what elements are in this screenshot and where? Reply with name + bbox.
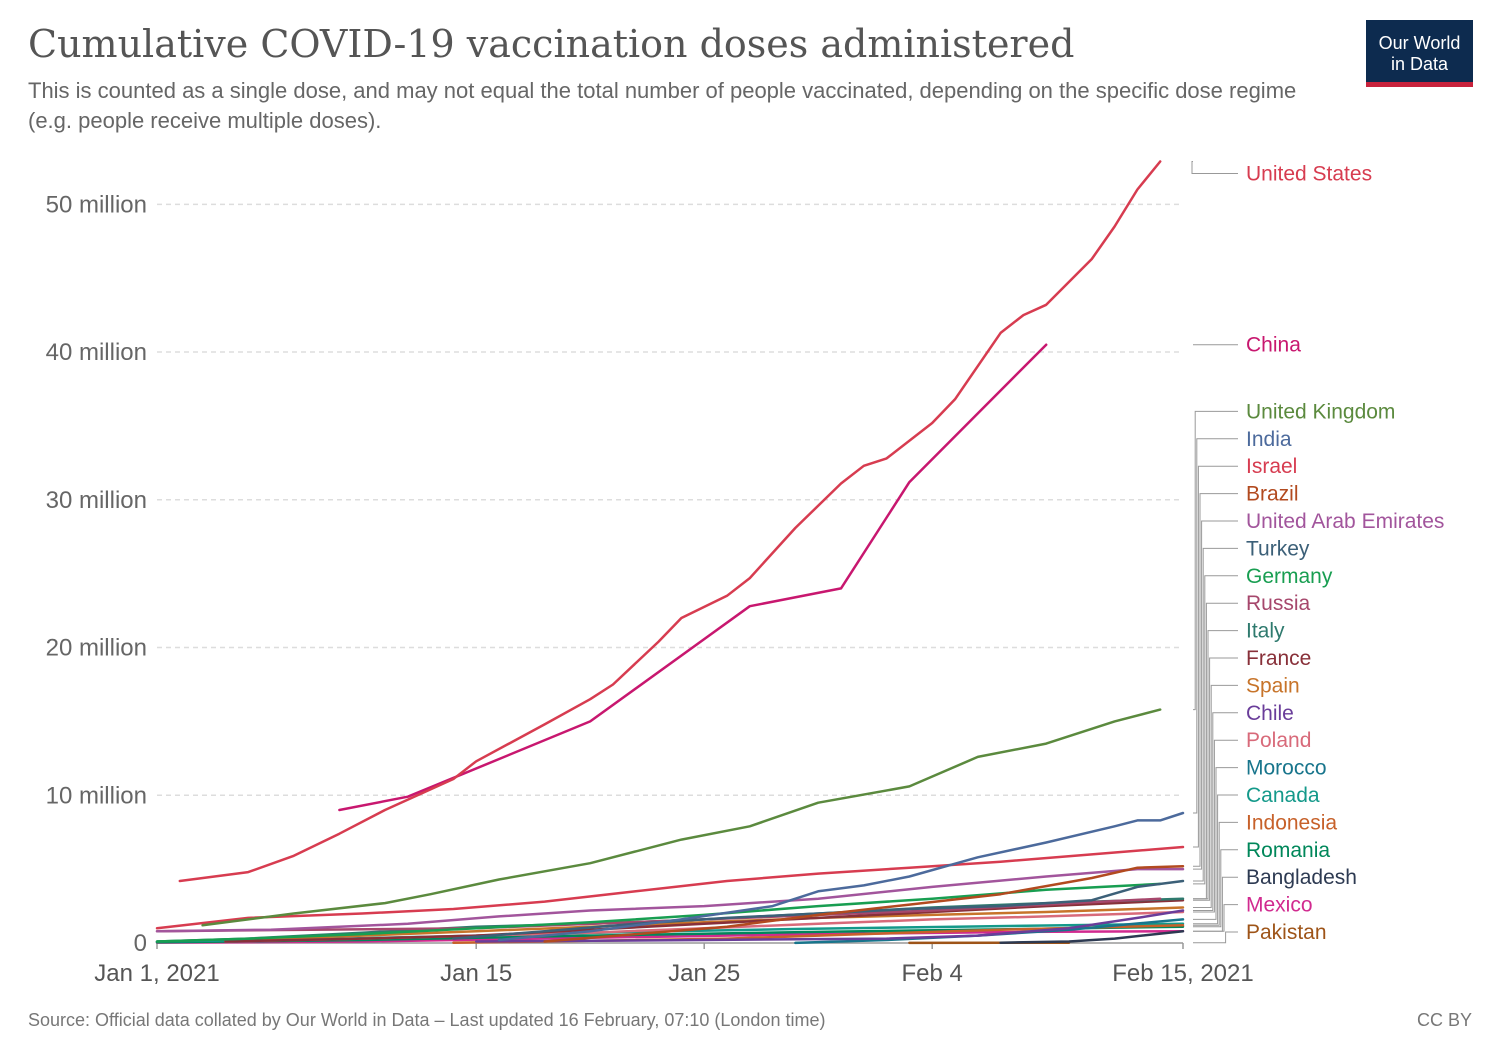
- legend-label-turkey[interactable]: Turkey: [1246, 537, 1310, 560]
- y-tick-label: 10 million: [46, 782, 147, 809]
- legend-label-israel[interactable]: Israel: [1246, 455, 1297, 478]
- legend-label-mexico[interactable]: Mexico: [1246, 894, 1313, 917]
- legend-label-pakistan[interactable]: Pakistan: [1246, 921, 1327, 944]
- legend-label-chile[interactable]: Chile: [1246, 702, 1294, 725]
- legend-connector-germany: [1193, 575, 1238, 885]
- legend: United States China United Kingdom India Isr…: [1246, 162, 1444, 944]
- legend-label-indonesia[interactable]: Indonesia: [1246, 811, 1337, 834]
- legend-connectors: [1191, 161, 1238, 944]
- logo-line-2: in Data: [1390, 54, 1449, 74]
- x-tick-label: Jan 15: [440, 960, 512, 987]
- series-line-turkey[interactable]: [452, 879, 1185, 940]
- legend-connector-italy: [1193, 630, 1238, 900]
- legend-label-united-arab-emirates[interactable]: United Arab Emirates: [1246, 510, 1444, 533]
- legend-label-brazil[interactable]: Brazil: [1246, 483, 1299, 506]
- legend-label-russia[interactable]: Russia: [1246, 592, 1311, 615]
- series-line-spain[interactable]: [224, 906, 1185, 942]
- legend-label-spain[interactable]: Spain: [1246, 674, 1300, 697]
- legend-connector-pakistan: [1193, 931, 1238, 944]
- legend-connector-mexico: [1193, 904, 1238, 932]
- series-line-israel[interactable]: [155, 845, 1185, 930]
- legend-label-united-states[interactable]: United States: [1246, 162, 1372, 185]
- source-note: Source: Official data collated by Our Wo…: [28, 1010, 826, 1030]
- legend-connector-france: [1193, 657, 1238, 901]
- x-tick-label: Feb 15, 2021: [1112, 960, 1253, 987]
- legend-connector-poland: [1193, 739, 1238, 913]
- legend-connector-united-states: [1191, 161, 1238, 174]
- y-tick-label: 0: [134, 930, 147, 957]
- series-line-bangladesh[interactable]: [999, 929, 1185, 944]
- series-line-chile[interactable]: [474, 909, 1185, 943]
- legend-label-india[interactable]: India: [1246, 428, 1292, 451]
- legend-label-germany[interactable]: Germany: [1246, 565, 1333, 588]
- y-axis-ticks: 0 10 million 20 million 30 million 40 millio…: [46, 191, 147, 957]
- chart-subtitle: This is counted as a single dose, and ma…: [28, 78, 1297, 133]
- y-tick-label: 30 million: [46, 487, 147, 514]
- chart-title: Cumulative COVID-19 vaccination doses ad…: [28, 22, 1075, 66]
- legend-connector-brazil: [1193, 493, 1238, 867]
- series-line-united-kingdom[interactable]: [201, 708, 1162, 927]
- x-tick-label: Feb 4: [902, 960, 963, 987]
- legend-label-morocco[interactable]: Morocco: [1246, 757, 1327, 780]
- legend-connector-canada: [1193, 794, 1238, 925]
- y-tick-label: 20 million: [46, 635, 147, 662]
- legend-connector-israel: [1193, 465, 1238, 848]
- y-tick-label: 50 million: [46, 191, 147, 218]
- x-axis-ticks: Jan 1, 2021 Jan 15 Jan 25 Feb 4 Feb 15, 2021: [94, 943, 1254, 987]
- legend-connector-indonesia: [1193, 821, 1238, 926]
- legend-connector-morocco: [1193, 767, 1238, 920]
- legend-label-romania[interactable]: Romania: [1246, 839, 1330, 862]
- series-line-france[interactable]: [224, 898, 1185, 943]
- series-line-china[interactable]: [338, 343, 1048, 812]
- legend-connector-united-kingdom: [1193, 410, 1238, 711]
- legend-label-poland[interactable]: Poland: [1246, 729, 1311, 752]
- series-line-united-arab-emirates[interactable]: [155, 867, 1185, 933]
- legend-connector-spain: [1193, 684, 1238, 908]
- gridlines: [157, 203, 1183, 944]
- legend-label-canada[interactable]: Canada: [1246, 784, 1320, 807]
- series-line-united-states[interactable]: [178, 160, 1162, 883]
- legend-label-china[interactable]: China: [1246, 334, 1301, 357]
- legend-label-france[interactable]: France: [1246, 647, 1311, 670]
- x-tick-label: Jan 25: [668, 960, 740, 987]
- y-tick-label: 40 million: [46, 339, 147, 366]
- legend-connector-india: [1193, 438, 1238, 814]
- legend-connector-turkey: [1193, 547, 1238, 882]
- legend-label-united-kingdom[interactable]: United Kingdom: [1246, 400, 1395, 423]
- series-line-india[interactable]: [497, 811, 1185, 942]
- x-tick-label: Jan 1, 2021: [94, 960, 219, 987]
- series-lines: [155, 160, 1185, 945]
- logo-line-1: Our World: [1378, 33, 1461, 53]
- legend-connector-chile: [1193, 712, 1238, 911]
- series-line-brazil[interactable]: [543, 864, 1185, 943]
- license-link[interactable]: CC BY: [1416, 1010, 1472, 1030]
- legend-label-bangladesh[interactable]: Bangladesh: [1246, 866, 1357, 889]
- legend-connector-united-arab-emirates: [1193, 520, 1238, 870]
- legend-connector-romania: [1193, 849, 1238, 928]
- owid-logo[interactable]: Our World in Data: [1366, 20, 1473, 87]
- legend-label-italy[interactable]: Italy: [1246, 620, 1285, 643]
